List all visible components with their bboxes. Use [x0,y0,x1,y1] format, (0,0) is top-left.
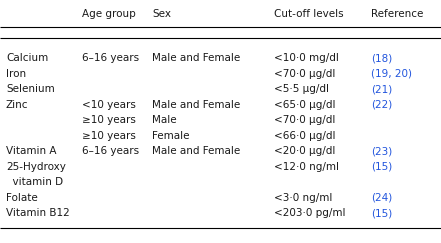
Text: Male and Female: Male and Female [152,146,240,156]
Text: Zinc: Zinc [6,99,29,110]
Text: <5·5 μg/dl: <5·5 μg/dl [274,84,329,94]
Text: <20·0 μg/dl: <20·0 μg/dl [274,146,335,156]
Text: Vitamin A: Vitamin A [6,146,56,156]
Text: Sex: Sex [152,9,171,19]
Text: Folate: Folate [6,192,38,202]
Text: (22): (22) [371,99,392,110]
Text: Calcium: Calcium [6,53,48,63]
Text: <70·0 μg/dl: <70·0 μg/dl [274,115,335,125]
Text: Cut-off levels: Cut-off levels [274,9,344,19]
Text: 6–16 years: 6–16 years [82,53,139,63]
Text: Vitamin B12: Vitamin B12 [6,208,70,218]
Text: <12·0 ng/ml: <12·0 ng/ml [274,162,339,172]
Text: 25-Hydroxy: 25-Hydroxy [6,162,66,172]
Text: <70·0 μg/dl: <70·0 μg/dl [274,69,335,78]
Text: (21): (21) [371,84,392,94]
Text: (15): (15) [371,162,392,172]
Text: vitamin D: vitamin D [6,177,63,187]
Text: <203·0 pg/ml: <203·0 pg/ml [274,208,345,218]
Text: Age group: Age group [82,9,136,19]
Text: 6–16 years: 6–16 years [82,146,139,156]
Text: Male and Female: Male and Female [152,53,240,63]
Text: <10·0 mg/dl: <10·0 mg/dl [274,53,339,63]
Text: Female: Female [152,130,190,140]
Text: <66·0 μg/dl: <66·0 μg/dl [274,130,336,140]
Text: Male: Male [152,115,177,125]
Text: (15): (15) [371,208,392,218]
Text: (19, 20): (19, 20) [371,69,412,78]
Text: <3·0 ng/ml: <3·0 ng/ml [274,192,333,202]
Text: ≥10 years: ≥10 years [82,130,136,140]
Text: Male and Female: Male and Female [152,99,240,110]
Text: (23): (23) [371,146,392,156]
Text: <65·0 μg/dl: <65·0 μg/dl [274,99,336,110]
Text: <10 years: <10 years [82,99,136,110]
Text: Iron: Iron [6,69,26,78]
Text: ≥10 years: ≥10 years [82,115,136,125]
Text: (24): (24) [371,192,392,202]
Text: Selenium: Selenium [6,84,55,94]
Text: Reference: Reference [371,9,423,19]
Text: (18): (18) [371,53,392,63]
